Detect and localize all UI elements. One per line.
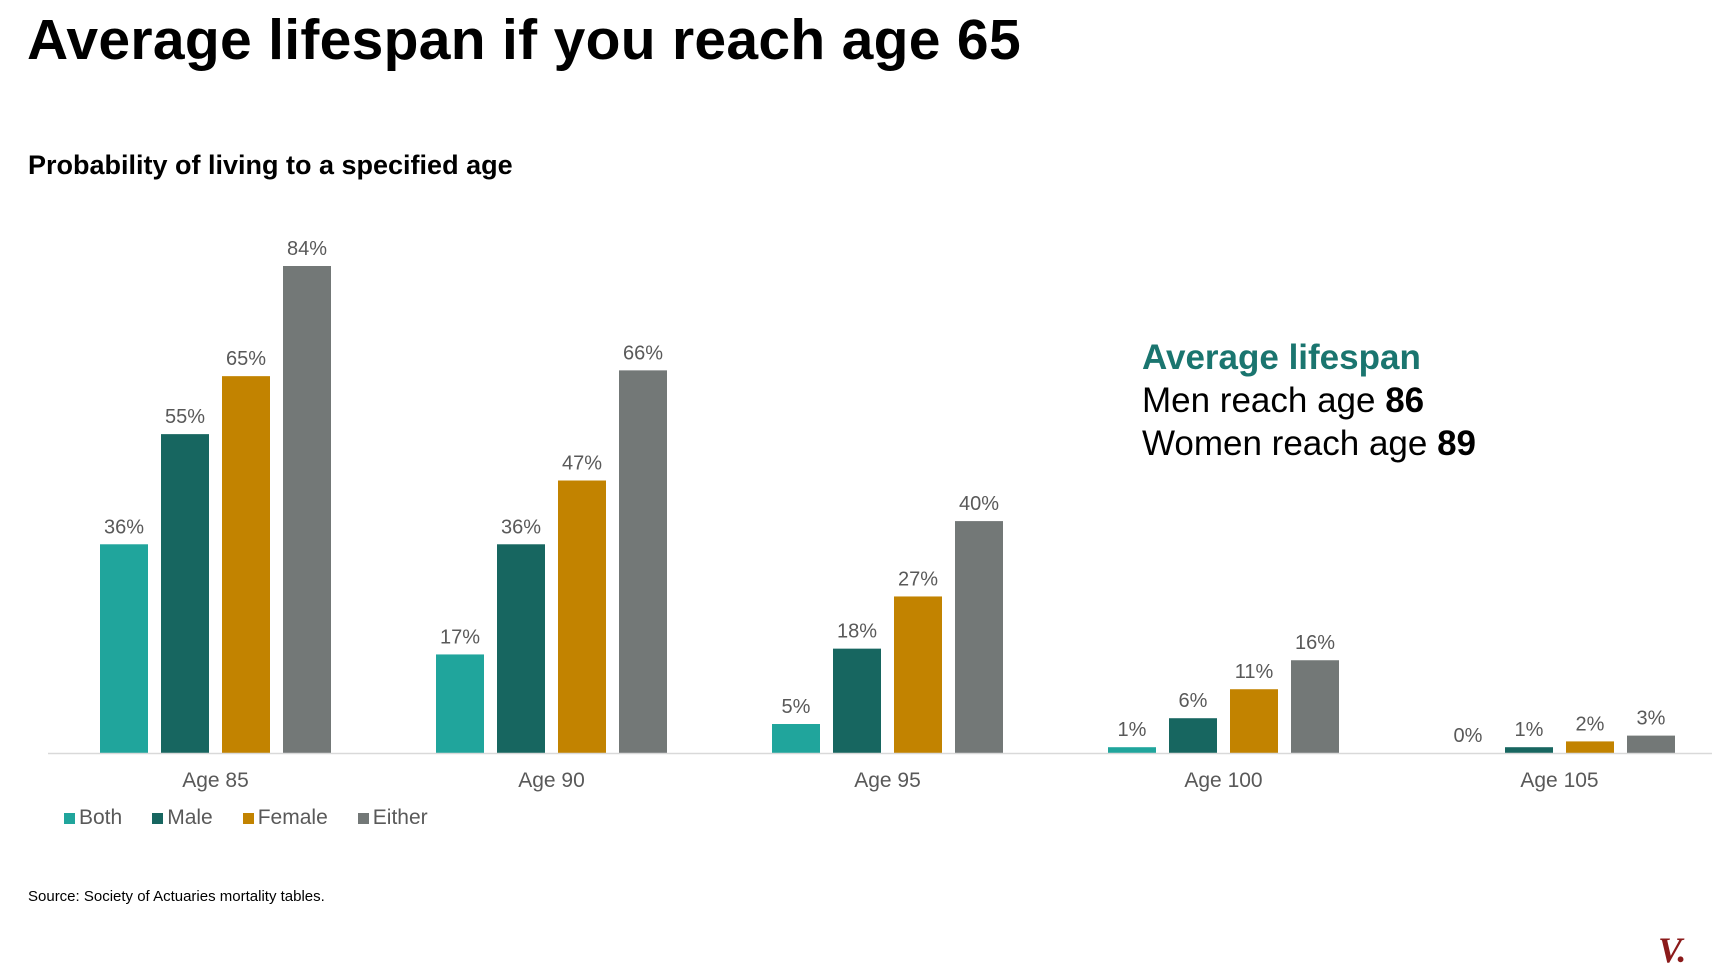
data-label-either-age-100: 16%: [1295, 632, 1335, 654]
legend-label-male: Male: [167, 806, 213, 829]
page-title: Average lifespan if you reach age 65: [27, 8, 1021, 72]
bar-both-age-85: [100, 544, 148, 753]
legend-swatch-female: [242, 812, 254, 824]
callout-women-line: Women reach age 89: [1142, 422, 1476, 465]
data-label-either-age-90: 66%: [623, 342, 663, 364]
bar-female-age-100: [1230, 689, 1278, 753]
bar-female-age-90: [558, 480, 606, 753]
bar-either-age-95: [955, 521, 1003, 753]
data-label-female-age-100: 11%: [1235, 661, 1274, 683]
legend-item-either: Either: [357, 806, 428, 830]
callout-women-value: 89: [1437, 424, 1477, 463]
callout-men-prefix: Men reach age: [1142, 381, 1386, 420]
x-tick-label-age-85: Age 85: [182, 769, 249, 792]
bar-both-age-95: [772, 724, 820, 753]
x-tick-label-age-100: Age 100: [1184, 769, 1262, 792]
data-label-both-age-85: 36%: [104, 516, 144, 538]
data-label-male-age-95: 18%: [837, 621, 877, 643]
average-lifespan-callout: Average lifespan Men reach age 86 Women …: [1142, 336, 1476, 465]
bar-female-age-95: [894, 596, 942, 753]
x-tick-label-age-90: Age 90: [518, 769, 585, 792]
chart-legend: Both Male Female Either: [64, 806, 458, 830]
data-label-female-age-105: 2%: [1576, 713, 1605, 735]
data-label-male-age-100: 6%: [1179, 690, 1208, 712]
bar-male-age-95: [833, 648, 881, 753]
bar-either-age-85: [283, 266, 331, 753]
bar-female-age-105: [1566, 741, 1614, 753]
legend-label-both: Both: [79, 806, 123, 829]
callout-women-prefix: Women reach age: [1142, 424, 1438, 463]
bar-female-age-85: [222, 376, 270, 753]
bar-either-age-90: [619, 370, 667, 753]
data-label-either-age-85: 84%: [287, 238, 327, 260]
data-label-female-age-85: 65%: [226, 348, 266, 370]
bar-either-age-105: [1627, 735, 1675, 753]
data-label-both-age-95: 5%: [782, 696, 811, 718]
bar-either-age-100: [1291, 660, 1339, 753]
legend-label-either: Either: [372, 806, 428, 829]
bar-male-age-105: [1505, 747, 1553, 753]
data-label-both-age-105: 0%: [1454, 725, 1483, 747]
legend-label-female: Female: [257, 806, 328, 829]
data-label-either-age-105: 3%: [1637, 708, 1666, 730]
data-label-male-age-90: 36%: [501, 516, 541, 538]
legend-item-both: Both: [64, 806, 122, 830]
callout-men-value: 86: [1385, 381, 1425, 420]
x-tick-label-age-105: Age 105: [1520, 769, 1598, 792]
chart-title: Probability of living to a specified age: [28, 150, 513, 180]
data-label-male-age-105: 1%: [1515, 719, 1544, 741]
legend-item-male: Male: [152, 806, 213, 830]
data-label-both-age-90: 17%: [440, 626, 480, 648]
source-note: Source: Society of Actuaries mortality t…: [28, 888, 325, 905]
bar-both-age-100: [1108, 747, 1156, 753]
callout-men-line: Men reach age 86: [1142, 379, 1476, 422]
data-label-male-age-85: 55%: [165, 406, 205, 428]
callout-heading: Average lifespan: [1142, 338, 1421, 377]
bar-male-age-100: [1169, 718, 1217, 753]
legend-swatch-male: [152, 812, 164, 824]
bar-both-age-90: [436, 654, 484, 753]
data-label-female-age-90: 47%: [562, 453, 602, 475]
legend-swatch-both: [64, 812, 75, 824]
x-tick-label-age-95: Age 95: [854, 769, 921, 792]
brand-logo: V.: [1658, 930, 1687, 970]
legend-item-female: Female: [242, 806, 328, 830]
data-label-either-age-95: 40%: [959, 493, 999, 515]
bar-male-age-85: [161, 434, 209, 753]
data-label-female-age-95: 27%: [898, 568, 938, 590]
legend-swatch-either: [357, 812, 369, 824]
data-label-both-age-100: 1%: [1118, 719, 1147, 741]
bar-male-age-90: [497, 544, 545, 753]
